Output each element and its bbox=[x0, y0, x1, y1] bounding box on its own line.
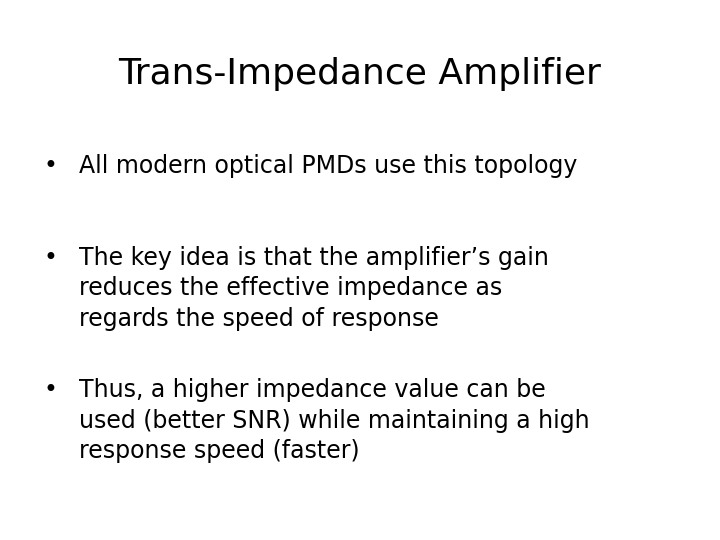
Text: •: • bbox=[43, 246, 58, 269]
Text: Thus, a higher impedance value can be
used (better SNR) while maintaining a high: Thus, a higher impedance value can be us… bbox=[79, 378, 590, 463]
Text: The key idea is that the amplifier’s gain
reduces the effective impedance as
reg: The key idea is that the amplifier’s gai… bbox=[79, 246, 549, 331]
Text: •: • bbox=[43, 378, 58, 402]
Text: All modern optical PMDs use this topology: All modern optical PMDs use this topolog… bbox=[79, 154, 577, 178]
Text: Trans-Impedance Amplifier: Trans-Impedance Amplifier bbox=[119, 57, 601, 91]
Text: •: • bbox=[43, 154, 58, 178]
